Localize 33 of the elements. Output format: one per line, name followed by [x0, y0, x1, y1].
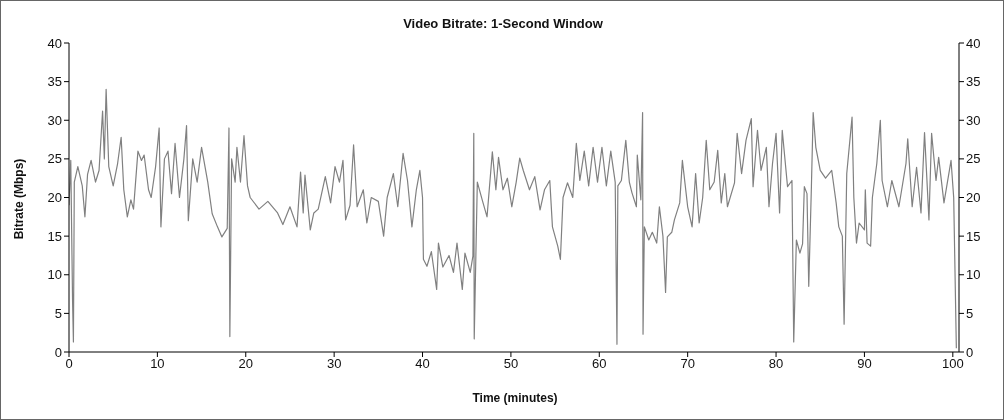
x-tick-label: 60 — [592, 356, 607, 372]
x-tick-label: 30 — [326, 356, 342, 372]
x-tick-label: 40 — [415, 356, 430, 372]
y2-tick-label: 40 — [966, 35, 981, 51]
y2-tick-label: 25 — [966, 151, 981, 167]
y-tick-label: 30 — [47, 112, 62, 128]
y2-tick-label: 35 — [966, 74, 981, 90]
y-tick-label: 15 — [47, 228, 62, 244]
y-tick-label: 20 — [47, 190, 62, 206]
x-tick-label: 100 — [941, 356, 964, 372]
x-tick-label: 80 — [768, 356, 784, 372]
y2-tick-label: 10 — [966, 267, 981, 283]
x-tick-label: 20 — [238, 356, 253, 372]
y-tick-label: 0 — [54, 344, 62, 360]
y-tick-label: 35 — [47, 74, 62, 90]
x-tick-label: 70 — [680, 356, 695, 372]
x-axis-title: Time (minutes) — [471, 391, 559, 405]
y2-tick-label: 0 — [966, 344, 974, 360]
x-tick-label: 10 — [150, 356, 165, 372]
y-tick-label: 25 — [47, 151, 62, 167]
x-tick-label: 90 — [857, 356, 872, 372]
y-tick-label: 40 — [47, 35, 62, 51]
y2-tick-label: 5 — [966, 305, 974, 321]
y-tick-label: 10 — [47, 267, 62, 283]
y2-tick-label: 15 — [966, 228, 981, 244]
line-series — [69, 88, 957, 349]
y2-tick-label: 20 — [966, 190, 981, 206]
y-axis-title: Bitrate (Mbps) — [12, 158, 26, 239]
chart-title: Video Bitrate: 1-Second Window — [402, 16, 604, 31]
y-tick-label: 5 — [54, 305, 62, 321]
x-tick-label: 50 — [503, 356, 519, 372]
y2-tick-label: 30 — [966, 112, 981, 128]
x-tick-label: 0 — [65, 356, 73, 372]
